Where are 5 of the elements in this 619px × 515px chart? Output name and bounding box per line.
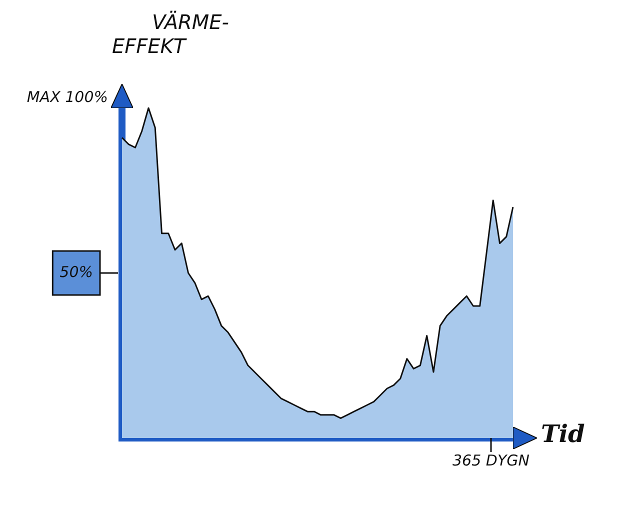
- text: 365 DYGN: [452, 451, 530, 470]
- text: MAX 100%: [26, 88, 108, 106]
- text: 50%: [60, 262, 93, 281]
- y-axis-title: VÄRME-EFFEKT: [112, 10, 230, 58]
- x-axis-title: Tid: [541, 419, 585, 448]
